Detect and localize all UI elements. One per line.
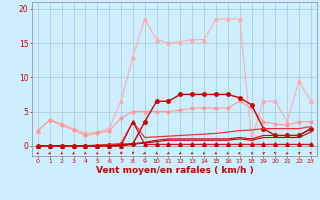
X-axis label: Vent moyen/en rafales ( km/h ): Vent moyen/en rafales ( km/h ) [96, 166, 253, 175]
